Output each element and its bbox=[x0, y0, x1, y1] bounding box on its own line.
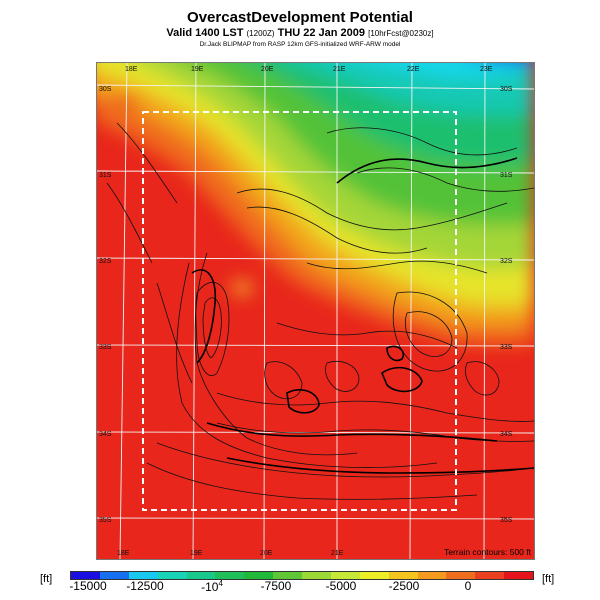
colorbar-swatch bbox=[186, 572, 216, 579]
colorbar-swatch bbox=[71, 572, 100, 579]
valid-main: Valid 1400 LST bbox=[166, 27, 244, 39]
colorbar-label: -2500 bbox=[388, 579, 420, 593]
lat-label: 32S bbox=[500, 258, 513, 265]
colorbar-swatch bbox=[157, 572, 187, 579]
colorbar-label: -7500 bbox=[260, 579, 292, 593]
lat-label: 35S bbox=[99, 517, 112, 524]
lon-label: 18E bbox=[117, 550, 130, 557]
colorbar-swatch bbox=[128, 572, 158, 579]
right-lat-labels: 30S 31S 32S 33S 34S 35S bbox=[500, 86, 513, 524]
lat-label: 33S bbox=[500, 344, 513, 351]
model-credit: Dr.Jack BLIPMAP from RASP 12km GFS-initi… bbox=[199, 41, 401, 48]
lon-label: 23E bbox=[480, 66, 493, 73]
colorbar-swatch bbox=[359, 572, 389, 579]
map-title: OvercastDevelopment Potential bbox=[187, 9, 413, 26]
lon-label: 20E bbox=[260, 550, 273, 557]
left-lat-labels: 30S 31S 32S 33S 34S 35S bbox=[99, 86, 112, 524]
lat-label: 34S bbox=[500, 431, 513, 438]
colorbar-swatch bbox=[504, 572, 533, 579]
colorbar-label: -15000 bbox=[69, 579, 107, 593]
lon-label: 20E bbox=[261, 66, 274, 73]
lat-label: 35S bbox=[500, 517, 513, 524]
colorbar-swatch bbox=[302, 572, 331, 579]
terrain-contours bbox=[106, 122, 534, 500]
lat-label: 34S bbox=[99, 431, 112, 438]
thick-contours bbox=[191, 157, 534, 474]
colorbar-label: 0 bbox=[464, 579, 472, 593]
valid-time: Valid 1400 LST (1200Z) THU 22 Jan 2009 [… bbox=[0, 27, 600, 39]
colorbar-label: -12500 bbox=[126, 579, 164, 593]
colorbar-swatch bbox=[388, 572, 418, 579]
colorbar bbox=[70, 571, 534, 580]
colorbar-swatch bbox=[99, 572, 129, 579]
lon-label: 21E bbox=[331, 550, 344, 557]
lat-label: 31S bbox=[99, 172, 112, 179]
colorbar-unit-right: [ft] bbox=[542, 573, 555, 585]
bottom-lon-labels: 18E 19E 20E 21E bbox=[117, 550, 344, 557]
overcast-field bbox=[97, 63, 534, 559]
forecast-map: 18E 19E 20E 21E 22E 23E 18E 19E 20E 21E … bbox=[96, 62, 535, 560]
colorbar-swatch bbox=[273, 572, 302, 579]
forecast-info: [10hrFcst@0230z] bbox=[368, 29, 434, 38]
lat-label: 30S bbox=[500, 86, 513, 93]
valid-date: THU 22 Jan 2009 bbox=[277, 27, 366, 39]
lat-label: 31S bbox=[500, 172, 513, 179]
colorbar-label-exponent: 4 bbox=[218, 579, 223, 588]
top-lon-labels: 18E 19E 20E 21E 22E 23E bbox=[125, 66, 493, 73]
inner-domain-box bbox=[142, 111, 457, 511]
lat-label: 33S bbox=[99, 344, 112, 351]
lat-label: 32S bbox=[99, 258, 112, 265]
colorbar-label: -104 bbox=[201, 579, 223, 594]
valid-utc: (1200Z) bbox=[246, 29, 275, 38]
terrain-contour-note: Terrain contours: 500 ft bbox=[444, 547, 532, 557]
colorbar-swatch bbox=[330, 572, 360, 579]
colorbar-swatch bbox=[244, 572, 274, 579]
colorbar-unit-left: [ft] bbox=[40, 573, 53, 585]
map-canvas: 18E 19E 20E 21E 22E 23E 18E 19E 20E 21E … bbox=[97, 63, 534, 559]
lon-label: 19E bbox=[191, 66, 204, 73]
lon-label: 21E bbox=[333, 66, 346, 73]
colorbar-swatch bbox=[417, 572, 447, 579]
lon-label: 18E bbox=[125, 66, 138, 73]
colorbar-swatch bbox=[446, 572, 476, 579]
lon-label: 19E bbox=[190, 550, 203, 557]
colorbar-label: -5000 bbox=[325, 579, 357, 593]
colorbar-swatch bbox=[215, 572, 245, 579]
lat-label: 30S bbox=[99, 86, 112, 93]
colorbar-swatch bbox=[475, 572, 505, 579]
colorbar-label-base: -10 bbox=[201, 580, 219, 594]
lon-label: 22E bbox=[407, 66, 420, 73]
